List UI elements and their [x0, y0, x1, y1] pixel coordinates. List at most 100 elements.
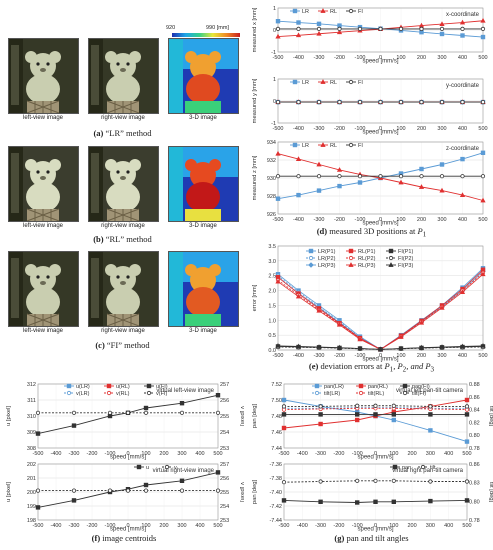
right-view-photo [88, 146, 159, 222]
x-tick-label: 500 [478, 353, 487, 359]
data-point [281, 480, 287, 485]
x-tick-label: 300 [437, 217, 446, 223]
x-tick-label: -200 [334, 55, 345, 61]
data-point [337, 26, 342, 31]
chart-d-z: 934 932 930 928 926-500 -400 -300 -200 -100 0 100 2… [252, 140, 488, 226]
legend-label: RL [330, 143, 337, 149]
y-tick-label: -7.42 [269, 504, 282, 510]
data-point [215, 410, 221, 415]
y-tick-label: 199 [27, 504, 36, 510]
x-tick-label: -400 [293, 55, 304, 61]
y-tick-label: -1 [271, 121, 276, 127]
x-tick-label: 100 [396, 353, 405, 359]
x-tick-label: 0 [126, 523, 129, 529]
data-point [275, 278, 281, 284]
y-axis-label: error [mm] [252, 284, 258, 311]
data-point [480, 17, 486, 23]
y2-tick-label: 257 [220, 382, 229, 388]
data-point [281, 397, 287, 403]
y2-axis-label: tilt [deg] [488, 406, 493, 427]
x-tick-label: 300 [437, 353, 446, 359]
data-point [460, 156, 465, 162]
x-tick-label: -100 [352, 451, 363, 457]
x-tick-label: -400 [50, 523, 61, 529]
y-axis-label: measured z [mm] [252, 155, 258, 200]
data-point [459, 19, 466, 25]
y-axis-label: u [pixel] [6, 406, 12, 426]
x-tick-label: -100 [354, 126, 365, 132]
data-point [35, 410, 41, 415]
depth-image [168, 251, 239, 327]
data-point [355, 500, 360, 505]
x-tick-label: 500 [213, 523, 222, 529]
data-point [439, 162, 445, 167]
x-tick-label: -500 [278, 523, 289, 529]
data-point [296, 20, 301, 25]
plot-title: virtual left pan-tilt camera [396, 388, 464, 394]
plot-title: virtual right-view image [153, 468, 215, 474]
x-tick-label: 500 [478, 55, 487, 61]
legend: pan tilt [390, 464, 436, 471]
data-point [357, 336, 363, 342]
x-tick-label: -200 [86, 523, 97, 529]
legend-label: LR(P1) [318, 249, 336, 255]
data-point [439, 31, 445, 37]
chart-d-x: 1 0 -1-500 -400 -300 -200 -100 0 100 200 300 400 500… [252, 6, 488, 64]
x-tick-label: 100 [389, 523, 398, 529]
data-point [391, 403, 396, 408]
data-point [179, 488, 185, 493]
y-tick-label: -7.36 [269, 462, 282, 468]
x-tick-label: -100 [104, 523, 115, 529]
data-point [391, 499, 396, 504]
data-point [337, 174, 342, 179]
y-tick-label: 0 [273, 28, 276, 34]
data-point [348, 8, 354, 14]
data-point [398, 174, 404, 179]
data-point [71, 410, 77, 415]
data-point [418, 184, 425, 189]
data-point [348, 262, 354, 267]
legend-label: LR [302, 9, 309, 15]
x-tick-label: 400 [458, 126, 467, 132]
y-axis-label: pan [deg] [252, 404, 258, 429]
data-point [358, 383, 364, 389]
data-point [215, 488, 221, 493]
legend: LR RL FI [290, 79, 363, 86]
y-tick-label: 926 [267, 212, 276, 218]
legend-label: pan [402, 465, 411, 471]
x-tick-label: 300 [426, 451, 435, 457]
x-tick-label: 0 [374, 523, 377, 529]
x-tick-label: 200 [408, 523, 417, 529]
y-tick-label: -7.44 [269, 518, 282, 524]
x-tick-label: -200 [334, 217, 345, 223]
image-label: 3-D image [189, 328, 217, 334]
data-point [308, 255, 314, 261]
data-point [378, 26, 383, 31]
data-point [107, 488, 113, 493]
x-tick-label: -500 [272, 126, 283, 132]
image-label: right-view image [101, 328, 145, 334]
x-tick-label: 400 [444, 523, 453, 529]
data-point [459, 289, 466, 294]
legend-label: RL(P2) [358, 256, 376, 262]
x-tick-label: 200 [159, 523, 168, 529]
data-point [106, 383, 112, 389]
data-point [292, 79, 298, 85]
x-tick-label: -200 [86, 451, 97, 457]
data-point [35, 488, 41, 493]
legend-label: v(FI) [156, 391, 167, 397]
x-tick-label: -200 [334, 126, 345, 132]
data-point [336, 29, 343, 35]
data-point [402, 390, 408, 396]
data-point [355, 412, 360, 417]
x-axis-label: speed [mm/s] [110, 455, 146, 461]
data-point [146, 383, 152, 389]
x-tick-label: -300 [313, 217, 324, 223]
x-tick-label: 0 [379, 55, 382, 61]
legend-label: v(RL) [116, 391, 130, 397]
data-point [420, 464, 426, 470]
y-tick-label: 934 [267, 140, 276, 146]
data-point [464, 498, 470, 503]
data-point [281, 404, 287, 409]
x-tick-label: 100 [389, 451, 398, 457]
